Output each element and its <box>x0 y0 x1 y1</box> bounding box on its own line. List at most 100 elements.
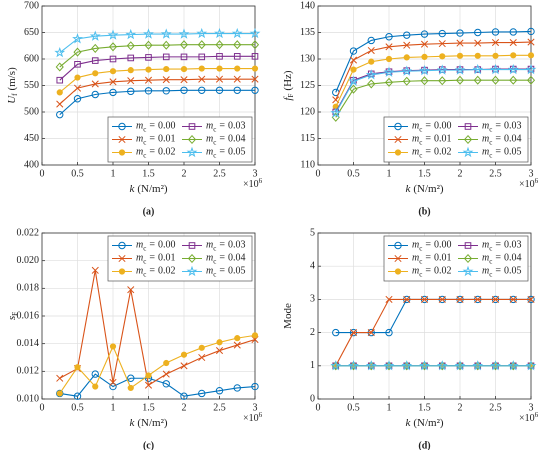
marker <box>118 254 126 263</box>
y-tick-label: 140 <box>300 0 315 11</box>
legend-var: m <box>206 121 213 132</box>
marker <box>91 57 99 64</box>
x-tick-label: 1 <box>387 168 392 179</box>
legend-name: 0.04 <box>504 253 522 264</box>
y-tick-label: 0.016 <box>17 310 40 321</box>
marker <box>507 63 519 75</box>
legend-eq: = <box>149 253 155 264</box>
legend-name: 0.05 <box>228 266 246 277</box>
legend-name: 0.00 <box>158 240 176 251</box>
marker <box>91 370 99 378</box>
marker <box>92 383 99 390</box>
marker <box>234 335 241 342</box>
legend-var: m <box>482 147 489 158</box>
legend-eq: = <box>425 147 431 158</box>
marker <box>365 69 377 80</box>
marker <box>385 43 393 51</box>
marker <box>215 347 224 355</box>
marker <box>145 54 152 61</box>
x-tick-label: 0.5 <box>71 402 84 413</box>
multiplier-base: ×10 <box>519 179 535 190</box>
y-tick-label: 120 <box>300 106 315 117</box>
marker <box>251 53 259 60</box>
legend-eq: = <box>495 266 501 277</box>
legend-sub: c <box>489 257 492 265</box>
marker <box>188 242 196 249</box>
y-label-var: f <box>282 96 294 101</box>
marker <box>421 53 428 60</box>
marker <box>56 389 64 398</box>
marker <box>438 40 446 48</box>
legend-var: m <box>482 253 489 264</box>
marker <box>109 55 117 63</box>
y-tick-label: 550 <box>24 80 39 91</box>
marker <box>349 329 358 337</box>
marker <box>180 65 188 73</box>
x-multiplier: ×106 <box>243 411 263 425</box>
legend-sub: c <box>213 257 216 265</box>
marker <box>109 343 117 350</box>
frame <box>41 232 256 400</box>
marker <box>330 360 342 371</box>
marker <box>250 40 260 50</box>
marker <box>403 31 411 39</box>
y-tick-label: 0.010 <box>17 393 40 404</box>
marker <box>180 53 188 61</box>
legend-sub: c <box>419 244 422 252</box>
marker <box>118 241 126 250</box>
marker <box>509 295 517 303</box>
marker <box>162 53 170 61</box>
legend-name: 0.02 <box>158 147 176 158</box>
x-tick-label: 1 <box>387 402 392 413</box>
legend-name: 0.01 <box>158 253 176 264</box>
legend-eq: = <box>219 253 225 264</box>
x-tick-label: 1.5 <box>418 402 431 413</box>
x-axis-label: k (N/m²) <box>129 183 167 195</box>
marker <box>127 54 135 62</box>
marker <box>527 295 535 303</box>
legend-sub: c <box>419 151 422 159</box>
marker <box>474 52 481 59</box>
legend-var: m <box>206 147 213 158</box>
y-tick-label: 0 <box>310 393 315 404</box>
x-tick-label: 0.5 <box>347 402 360 413</box>
legend-var: m <box>482 121 489 132</box>
panel-label: (d) <box>418 440 430 450</box>
legend-name: 0.01 <box>434 253 452 264</box>
marker <box>233 40 242 50</box>
marker <box>180 86 188 94</box>
marker <box>144 381 153 389</box>
marker <box>525 63 537 75</box>
multiplier-exp: 6 <box>535 411 539 419</box>
y-axis-label: Mode <box>282 303 294 329</box>
marker <box>56 374 64 382</box>
y-tick-label: 135 <box>300 27 315 38</box>
x-tick-label: 0 <box>316 168 321 179</box>
x-axis-label: k (N/m²) <box>129 417 167 429</box>
marker <box>251 332 259 339</box>
marker <box>73 392 82 400</box>
marker <box>118 149 126 156</box>
marker <box>507 360 519 371</box>
marker <box>385 295 393 303</box>
marker <box>74 74 81 81</box>
marker <box>214 27 225 39</box>
marker <box>233 53 241 60</box>
marker <box>160 28 172 39</box>
x-tick-label: 2 <box>182 402 187 413</box>
marker <box>403 41 411 49</box>
y-tick-label: 500 <box>24 106 39 117</box>
marker <box>198 86 206 94</box>
y-tick-label: 0.012 <box>17 366 40 377</box>
marker <box>473 75 482 85</box>
multiplier-exp: 6 <box>259 411 263 419</box>
legend-eq: = <box>425 121 431 132</box>
marker <box>54 46 66 58</box>
x-label-unit: (N/m²) <box>413 183 444 195</box>
marker <box>394 268 402 275</box>
x-label-unit: (N/m²) <box>137 183 168 195</box>
marker <box>367 36 375 45</box>
